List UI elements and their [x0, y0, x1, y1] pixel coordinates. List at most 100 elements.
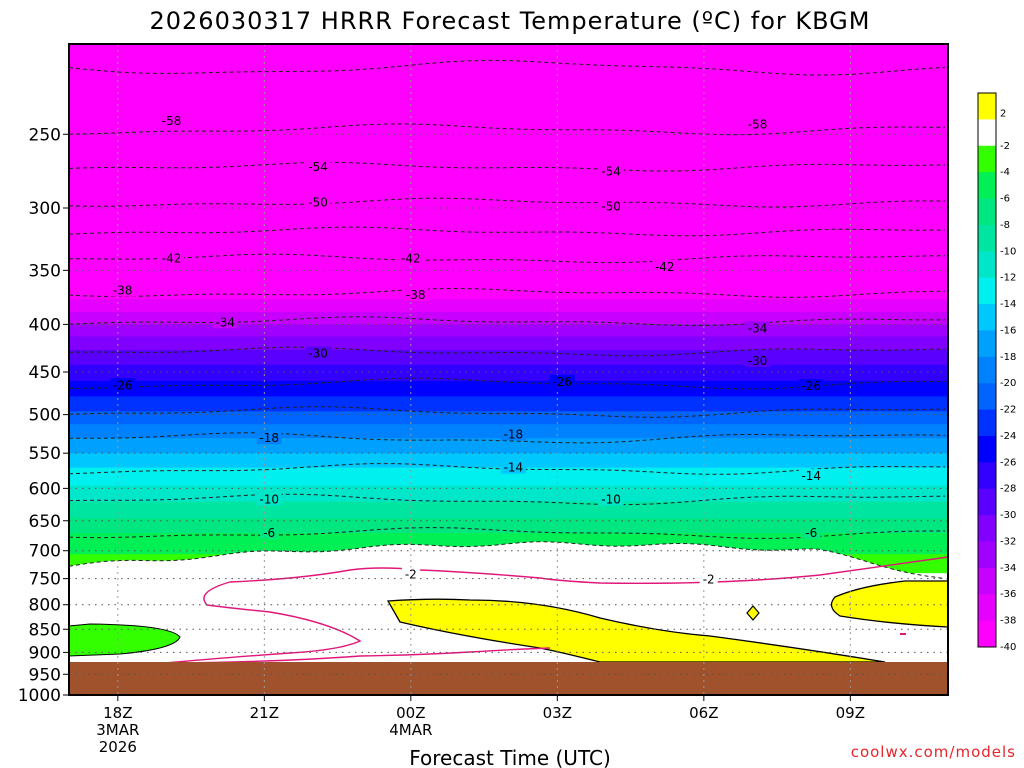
y-tick-label: 500 — [29, 406, 61, 426]
temp-band — [69, 473, 948, 476]
temp-band — [69, 104, 948, 109]
colorbar-label: -24 — [1000, 431, 1016, 442]
temp-band — [69, 208, 948, 212]
colorbar-label: -8 — [1000, 220, 1010, 231]
y-tick-label: 750 — [29, 570, 61, 590]
temp-band — [69, 409, 948, 412]
temp-band — [69, 124, 948, 129]
temp-band — [69, 533, 948, 535]
temp-band — [69, 107, 948, 112]
temp-band — [69, 511, 948, 514]
temp-band — [69, 529, 948, 531]
temp-band — [69, 246, 948, 250]
temp-band — [69, 366, 948, 369]
contour-label-bg — [401, 567, 420, 581]
temp-band — [69, 78, 948, 84]
colorbar-label: -26 — [1000, 457, 1016, 468]
temp-band — [69, 165, 948, 170]
temp-band — [69, 180, 948, 184]
temp-band — [69, 299, 948, 303]
temp-band — [69, 324, 948, 327]
temp-band — [69, 487, 948, 489]
temp-band — [69, 234, 948, 238]
contour-label: -26 — [801, 379, 821, 393]
contour-label-bg — [305, 195, 331, 209]
contour-label: -10 — [601, 493, 621, 507]
contour-label: -2 — [703, 573, 715, 587]
temp-band — [69, 63, 948, 69]
temp-band — [69, 504, 948, 506]
contour-label: -18 — [504, 427, 524, 441]
contour-label-bg — [110, 283, 136, 297]
temp-band — [69, 191, 948, 196]
temp-band — [69, 82, 948, 88]
temp-band — [69, 281, 948, 285]
temp-band — [69, 386, 948, 389]
contour-label: -30 — [748, 354, 768, 368]
temp-band — [69, 59, 948, 65]
contour-label-bg — [802, 526, 821, 540]
colorbar-swatch — [978, 277, 996, 305]
credit-link[interactable]: coolwx.com/models — [851, 743, 1016, 761]
temp-band — [69, 391, 948, 394]
colorbar-swatch — [978, 488, 996, 516]
temp-band — [69, 168, 948, 173]
contour-label: -50 — [601, 200, 621, 214]
temp-band — [69, 515, 948, 518]
colorbar-swatch — [978, 567, 996, 595]
y-tick-label: 350 — [29, 261, 61, 281]
x-tick-label: 00Z — [396, 704, 425, 722]
contour-label: -14 — [504, 461, 524, 475]
colorbar-label: -18 — [1000, 352, 1016, 363]
temp-band — [69, 509, 948, 512]
contour-label: -26 — [552, 375, 572, 389]
temp-band — [69, 495, 948, 497]
temp-band — [69, 351, 948, 355]
colorbar-label: -36 — [1000, 589, 1016, 600]
temp-band — [69, 249, 948, 253]
temp-band — [69, 499, 948, 501]
contour-label: -10 — [259, 493, 279, 507]
temp-band — [69, 508, 948, 510]
x-tick-label: 4MAR — [389, 721, 432, 739]
temp-band — [69, 52, 948, 58]
temp-band — [69, 330, 948, 333]
temp-band — [69, 336, 948, 339]
temp-band — [69, 501, 948, 504]
temp-band — [69, 205, 948, 209]
isotherm-line — [68, 197, 945, 208]
contour-label: -42 — [401, 252, 421, 266]
temp-band — [69, 93, 948, 99]
temp-band — [69, 396, 948, 399]
temp-band — [69, 506, 948, 509]
temp-band — [69, 456, 948, 459]
y-tick-label: 650 — [29, 512, 61, 532]
temp-band — [69, 505, 948, 508]
temp-band — [69, 450, 948, 453]
temp-band — [69, 520, 948, 523]
colorbar-border — [977, 92, 997, 648]
temp-band — [69, 221, 948, 225]
contour-label: -14 — [801, 469, 821, 483]
isotherm-line — [69, 432, 946, 444]
temp-band — [69, 301, 948, 305]
temp-band — [69, 514, 948, 517]
contour-label: -34 — [748, 321, 768, 335]
temp-band — [69, 67, 948, 73]
colorbar-swatch — [978, 198, 996, 226]
freezing-line-low — [164, 647, 551, 664]
temp-band — [69, 364, 948, 368]
temp-band — [69, 153, 948, 158]
temp-band — [69, 534, 948, 536]
temp-band — [69, 379, 948, 382]
colorbar-swatch — [978, 172, 996, 199]
temp-band — [69, 439, 948, 442]
temp-band — [69, 334, 948, 337]
temp-band — [69, 318, 948, 321]
temp-band — [69, 349, 948, 353]
temp-band — [69, 404, 948, 407]
y-tick-label: 400 — [29, 315, 61, 335]
contour-label-bg — [256, 492, 282, 506]
